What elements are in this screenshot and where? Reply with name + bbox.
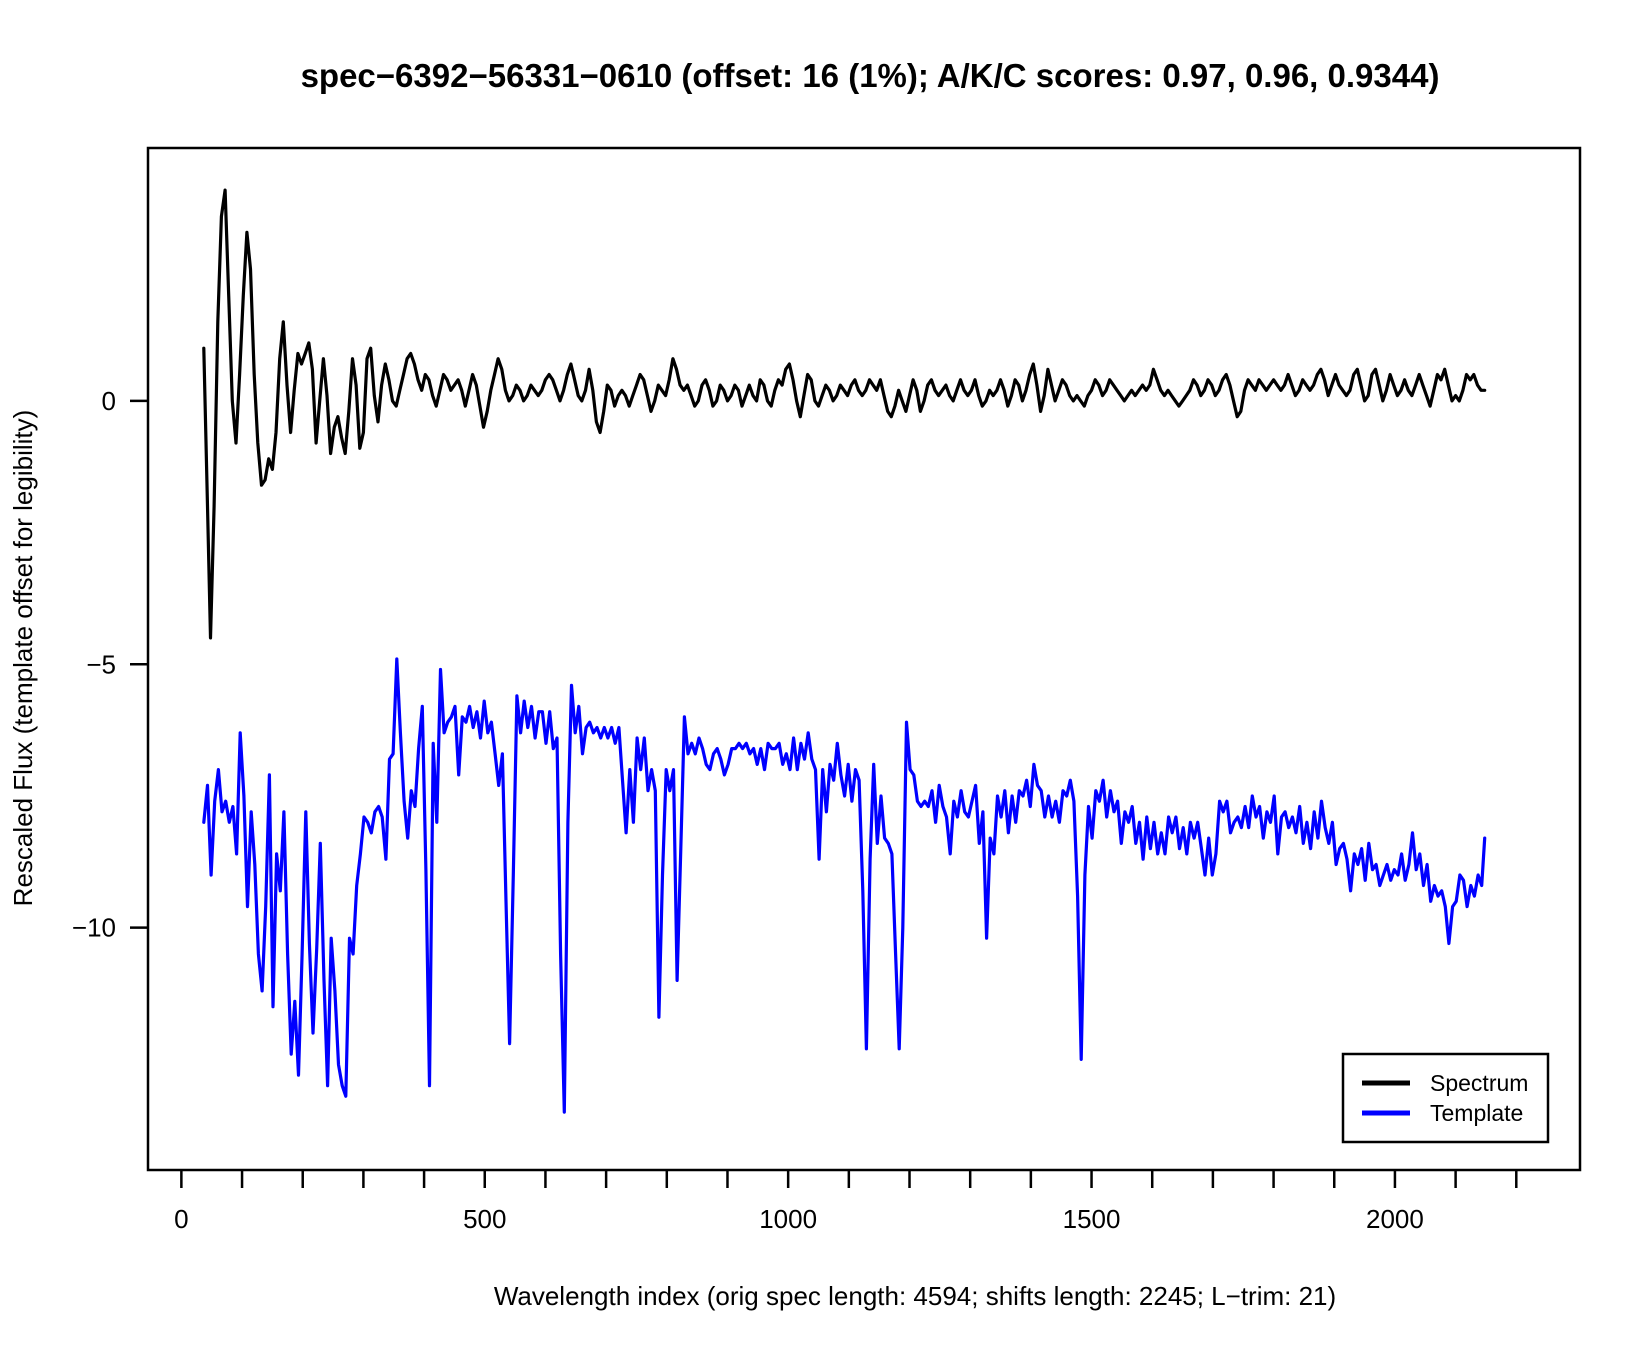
legend-box <box>1341 1052 1550 1144</box>
x-tick-label: 2000 <box>1366 1204 1424 1234</box>
y-tick-label: −10 <box>72 913 116 943</box>
y-tick-label: 0 <box>102 386 116 416</box>
legend-label-template: Template <box>1430 1100 1523 1126</box>
x-tick-label: 1000 <box>759 1204 817 1234</box>
x-axis-label: Wavelength index (orig spec length: 4594… <box>494 1281 1336 1311</box>
y-axis-label: Rescaled Flux (template offset for legib… <box>8 410 38 907</box>
series-line-spectrum <box>202 188 1487 640</box>
series-layer <box>202 188 1487 1114</box>
plot-frame <box>146 146 1582 1172</box>
chart-title: spec−6392−56331−0610 (offset: 16 (1%); A… <box>301 57 1440 94</box>
y-axis: 0 −5 −10 <box>72 386 148 943</box>
x-tick-label: 1500 <box>1063 1204 1121 1234</box>
series-line-template <box>202 657 1487 1114</box>
x-tick-label: 500 <box>463 1204 506 1234</box>
legend: Spectrum Template <box>1341 1052 1550 1144</box>
x-axis: 0 500 1000 1500 2000 <box>174 1170 1518 1234</box>
y-tick-label: −5 <box>86 649 116 679</box>
legend-label-spectrum: Spectrum <box>1430 1070 1528 1096</box>
x-tick-label: 0 <box>174 1204 188 1234</box>
